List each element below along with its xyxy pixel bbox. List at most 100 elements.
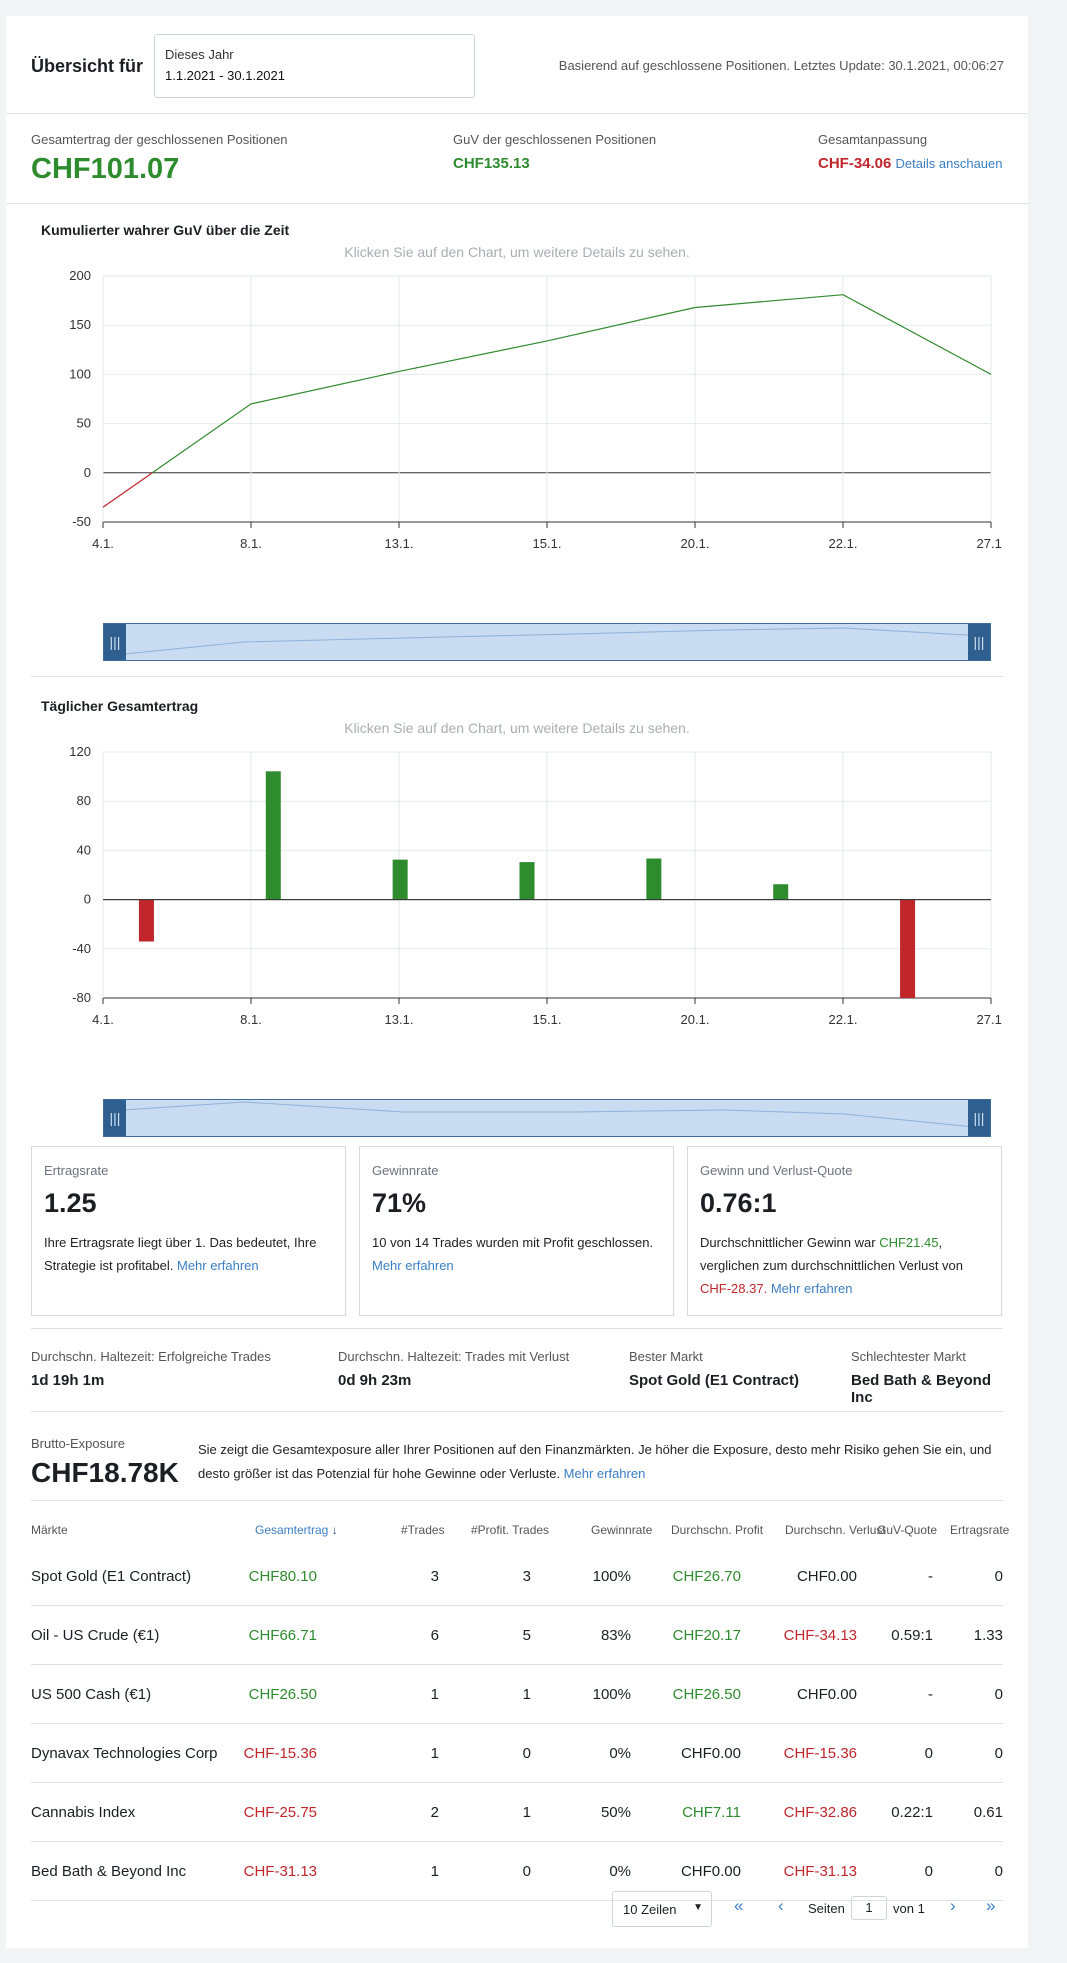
gross-exposure-description: Sie zeigt die Gesamtexposure aller Ihrer… bbox=[198, 1438, 1003, 1486]
cell-total: CHF26.50 bbox=[248, 1686, 317, 1703]
x-tick-label: 4.1. bbox=[92, 536, 114, 551]
cell-win-rate: 0% bbox=[609, 1863, 631, 1880]
total-return-value: CHF101.07 bbox=[31, 153, 180, 185]
col-header-avg-loss[interactable]: Durchschn. Verlust bbox=[785, 1523, 886, 1537]
cell-win-rate: 83% bbox=[600, 1627, 631, 1644]
cell-profit-trades: 0 bbox=[522, 1863, 531, 1880]
adjustment-label: Gesamtanpassung bbox=[818, 132, 928, 147]
bar[interactable] bbox=[773, 884, 789, 900]
table-row[interactable]: Dynavax Technologies Corp CHF-15.36 1 0 0% CH… bbox=[31, 1724, 1003, 1783]
x-tick-label: 27.1. bbox=[977, 1012, 1003, 1027]
gross-exposure-value: CHF18.78K bbox=[31, 1457, 179, 1488]
win-loss-ratio-value: 0.76:1 bbox=[700, 1188, 777, 1218]
data-point[interactable] bbox=[989, 372, 994, 377]
data-point[interactable] bbox=[397, 369, 402, 374]
return-rate-text: Ihre Ertragsrate liegt über 1. Das bedeu… bbox=[44, 1231, 333, 1277]
bar[interactable] bbox=[392, 859, 408, 900]
page-title: Übersicht für bbox=[31, 56, 144, 76]
return-rate-value: 1.25 bbox=[44, 1188, 97, 1218]
hold-time-win-stat: Durchschn. Haltezeit: Erfolgreiche Trade… bbox=[31, 1349, 271, 1389]
cumulative-line-chart[interactable]: 200 150 100 50 0 -504.1. 8.1. 13.1. 15.1. 20.1. 22… bbox=[31, 264, 1003, 594]
cell-avg-profit: CHF26.70 bbox=[672, 1568, 741, 1585]
cell-avg-profit: CHF20.17 bbox=[672, 1627, 741, 1644]
cell-profit-trades: 1 bbox=[522, 1804, 531, 1821]
period-select[interactable]: Dieses Jahr 1.1.2021 - 30.1.2021 bbox=[154, 34, 475, 98]
data-point[interactable] bbox=[693, 305, 698, 310]
pnl-block: GuV der geschlossenen Positionen CHF135.… bbox=[453, 132, 656, 172]
cell-pnl-ratio: 0 bbox=[924, 1745, 933, 1762]
cell-market: Spot Gold (E1 Contract) bbox=[31, 1568, 192, 1585]
adjustment-details-link[interactable]: Details anschauen bbox=[895, 156, 1003, 171]
y-tick-label: -80 bbox=[72, 990, 91, 1005]
navigator-preview-line bbox=[123, 627, 985, 655]
data-point[interactable] bbox=[249, 401, 254, 406]
y-tick-label: 100 bbox=[69, 366, 91, 381]
win-rate-card: Gewinnrate 71% 10 von 14 Trades wurden m… bbox=[359, 1146, 674, 1316]
navigator-right-handle[interactable]: ||| bbox=[968, 1100, 990, 1136]
bar[interactable] bbox=[646, 858, 662, 900]
col-header-market[interactable]: Märkte bbox=[31, 1523, 68, 1537]
y-tick-label: 150 bbox=[69, 317, 91, 332]
data-point[interactable] bbox=[841, 292, 846, 297]
navigator-left-handle[interactable]: ||| bbox=[104, 1100, 126, 1136]
daily-bar-chart[interactable]: 120 80 40 0 -40 -804.1. 8.1. 13.1. 15.1. 20.1. 22.… bbox=[31, 740, 1003, 1070]
bar[interactable] bbox=[265, 771, 281, 900]
cell-return-rate: 0 bbox=[994, 1568, 1003, 1585]
cell-market: Dynavax Technologies Corp bbox=[31, 1745, 218, 1762]
data-point[interactable] bbox=[101, 505, 106, 510]
rows-per-page-select[interactable]: 10 Zeilen ▼ bbox=[612, 1891, 712, 1927]
win-loss-ratio-card: Gewinn und Verlust-Quote 0.76:1 Durchsch… bbox=[687, 1146, 1002, 1316]
cumulative-range-navigator[interactable]: ||| ||| bbox=[103, 623, 991, 661]
y-tick-label: -40 bbox=[72, 941, 91, 956]
pnl-label: GuV der geschlossenen Positionen bbox=[453, 132, 657, 147]
next-page-icon[interactable]: › bbox=[950, 1896, 956, 1915]
bar[interactable] bbox=[900, 899, 916, 998]
cell-profit-trades: 0 bbox=[522, 1745, 531, 1762]
cell-return-rate: 0 bbox=[994, 1745, 1003, 1762]
win-rate-text: 10 von 14 Trades wurden mit Profit gesch… bbox=[372, 1231, 661, 1277]
navigator-left-handle[interactable]: ||| bbox=[104, 624, 126, 660]
bar[interactable] bbox=[519, 862, 535, 900]
page-number-input[interactable]: 1 bbox=[851, 1896, 887, 1920]
daily-range-navigator[interactable]: ||| ||| bbox=[103, 1099, 991, 1137]
win-rate-learn-more-link[interactable]: Mehr erfahren bbox=[372, 1258, 454, 1273]
win-loss-learn-more-link[interactable]: Mehr erfahren bbox=[770, 1281, 853, 1296]
previous-page-icon[interactable]: ‹ bbox=[778, 1896, 784, 1915]
table-row[interactable]: Bed Bath & Beyond Inc CHF-31.13 1 0 0% CHF0.0… bbox=[31, 1842, 1003, 1901]
overview-page: Übersicht für Dieses Jahr 1.1.2021 - 30.… bbox=[6, 16, 1028, 1948]
col-header-avg-profit[interactable]: Durchschn. Profit bbox=[671, 1523, 764, 1537]
win-rate-value: 71% bbox=[372, 1188, 427, 1218]
cell-market: Oil - US Crude (€1) bbox=[31, 1627, 160, 1644]
table-row[interactable]: Oil - US Crude (€1) CHF66.71 6 5 83% CHF20.17… bbox=[31, 1606, 1003, 1665]
col-header-pnl-ratio[interactable]: GuV-Quote bbox=[877, 1523, 938, 1537]
bar[interactable] bbox=[138, 899, 154, 942]
y-tick-label: 50 bbox=[77, 416, 91, 431]
col-header-win-rate[interactable]: Gewinnrate bbox=[591, 1523, 653, 1537]
table-row[interactable]: Cannabis Index CHF-25.75 2 1 50% CHF7.11 CHF-3… bbox=[31, 1783, 1003, 1842]
col-header-total[interactable]: Gesamtertrag ↓ bbox=[255, 1523, 338, 1537]
table-row[interactable]: US 500 Cash (€1) CHF26.50 1 1 100% CHF26.50 CH… bbox=[31, 1665, 1003, 1724]
cumulative-chart-section: Kumulierter wahrer GuV über die Zeit Kli… bbox=[31, 204, 1003, 674]
col-header-profit-trades[interactable]: #Profit. Trades bbox=[471, 1523, 550, 1537]
pnl-value: CHF135.13 bbox=[453, 155, 530, 172]
series-line-positive bbox=[151, 294, 992, 474]
cumulative-chart-title: Kumulierter wahrer GuV über die Zeit bbox=[41, 222, 290, 238]
table-row[interactable]: Spot Gold (E1 Contract) CHF80.10 3 3 100% CHF… bbox=[31, 1547, 1003, 1606]
cell-market: Cannabis Index bbox=[31, 1804, 136, 1821]
y-tick-label: 0 bbox=[84, 892, 91, 907]
last-page-icon[interactable]: » bbox=[986, 1896, 996, 1915]
col-header-trades[interactable]: #Trades bbox=[401, 1523, 445, 1537]
return-rate-learn-more-link[interactable]: Mehr erfahren bbox=[176, 1258, 259, 1273]
navigator-right-handle[interactable]: ||| bbox=[968, 624, 990, 660]
return-rate-card: Ertragsrate 1.25 Ihre Ertragsrate liegt … bbox=[31, 1146, 346, 1316]
sort-desc-icon: ↓ bbox=[331, 1523, 338, 1537]
gross-exposure-learn-more-link[interactable]: Mehr erfahren bbox=[563, 1466, 646, 1481]
cell-win-rate: 100% bbox=[592, 1686, 631, 1703]
cell-pnl-ratio: 0.22:1 bbox=[891, 1804, 933, 1821]
cell-trades: 1 bbox=[430, 1745, 439, 1762]
first-page-icon[interactable]: « bbox=[734, 1896, 744, 1915]
hold-time-win-value: 1d 19h 1m bbox=[31, 1372, 105, 1389]
data-point[interactable] bbox=[545, 338, 550, 343]
col-header-return-rate[interactable]: Ertragsrate bbox=[950, 1523, 1010, 1537]
last-update-text: Basierend auf geschlossene Positionen. L… bbox=[558, 58, 1004, 73]
